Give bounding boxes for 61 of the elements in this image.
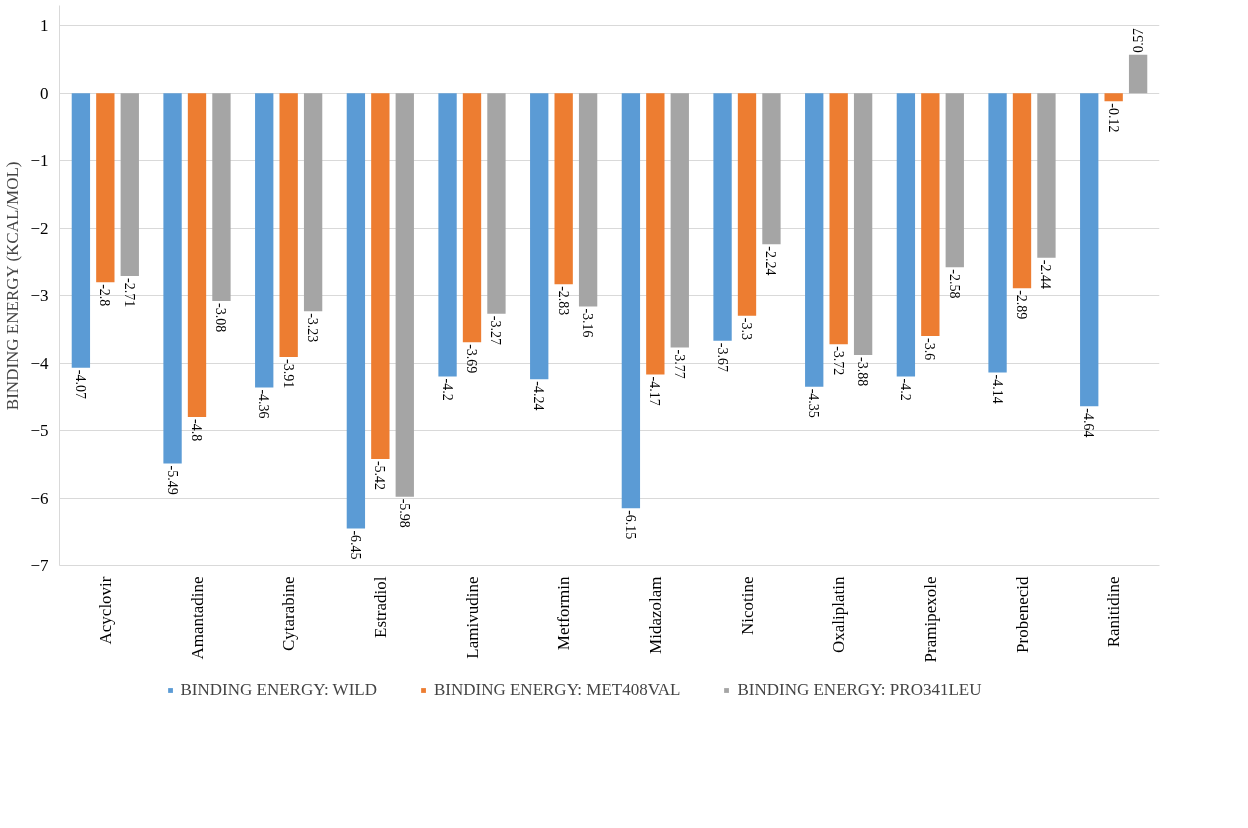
- data-label: -4.35: [806, 388, 822, 418]
- y-tick-label: −2: [30, 218, 49, 238]
- data-label: -2.58: [946, 269, 962, 299]
- data-label: -3.88: [855, 356, 871, 387]
- data-label: -4.2: [897, 378, 913, 401]
- data-label: -3.91: [280, 359, 296, 389]
- x-tick-label: Estradiol: [370, 576, 390, 638]
- y-tick-label: −7: [30, 556, 49, 575]
- data-label: -5.98: [396, 498, 412, 528]
- data-label: -4.14: [989, 374, 1005, 404]
- x-tick-label: Oxaliplatin: [829, 576, 849, 653]
- data-label: -5.49: [164, 465, 180, 495]
- data-label: -3.16: [580, 308, 596, 338]
- y-tick-label: −4: [30, 353, 49, 373]
- y-tick-label: −1: [30, 151, 49, 171]
- x-tick-label: Probenecid: [1012, 576, 1032, 653]
- x-tick-label: Nicotine: [737, 576, 757, 636]
- data-label: -4.07: [72, 369, 88, 399]
- legend-label: BINDING ENERGY: MET408VAL: [433, 680, 681, 700]
- x-tick-label: Midazolam: [645, 576, 665, 654]
- x-tick-label: Amantadine: [187, 576, 207, 660]
- data-label: 0.57: [1131, 28, 1147, 53]
- x-tick-label: Acyclovir: [95, 576, 115, 645]
- data-label: -2.8: [97, 284, 113, 307]
- y-tick-label: 0: [40, 83, 49, 103]
- data-label: -2.24: [763, 246, 779, 276]
- data-label: -2.89: [1014, 290, 1029, 320]
- legend-label: BINDING ENERGY: PRO341LEU: [737, 680, 982, 700]
- data-label: -2.44: [1038, 259, 1054, 290]
- data-label: -4.64: [1081, 408, 1097, 438]
- data-label: -4.24: [531, 381, 547, 411]
- data-label: -3.72: [830, 346, 846, 376]
- data-label: -4.2: [439, 378, 455, 401]
- x-tick-label: Cytarabine: [279, 576, 299, 652]
- y-tick-label: −3: [30, 286, 49, 306]
- data-label: -3.23: [305, 313, 321, 343]
- x-tick-label: Pramipexole: [920, 576, 940, 663]
- data-label: -2.83: [555, 286, 571, 316]
- y-axis-title: BINDING ENERGY (KCAL/MOL): [3, 161, 23, 411]
- legend-label: BINDING ENERGY: WILD: [180, 680, 377, 700]
- data-label: -3.3: [739, 317, 754, 341]
- data-label: -4.36: [256, 389, 272, 419]
- x-tick-label: Metformin: [554, 576, 574, 651]
- data-label: -3.27: [488, 315, 504, 346]
- data-label: -4.8: [189, 419, 204, 442]
- data-label: -6.45: [347, 530, 363, 560]
- data-label: -3.08: [213, 303, 229, 333]
- data-label: -3.69: [464, 344, 479, 374]
- y-tick-label: 1: [40, 16, 49, 36]
- data-label: -2.71: [121, 278, 137, 308]
- data-label: -4.17: [647, 376, 663, 406]
- data-label: -5.42: [372, 460, 388, 491]
- y-tick-label: −6: [30, 488, 49, 508]
- data-label: -3.77: [671, 349, 687, 379]
- data-label: -3.67: [714, 342, 730, 372]
- y-tick-label: −5: [30, 421, 49, 441]
- data-label: -0.12: [1105, 103, 1121, 133]
- data-label: -3.6: [922, 338, 938, 361]
- x-tick-label: Ranitidine: [1104, 576, 1124, 648]
- data-label: -6.15: [622, 510, 638, 540]
- x-tick-label: Lamivudine: [462, 576, 482, 659]
